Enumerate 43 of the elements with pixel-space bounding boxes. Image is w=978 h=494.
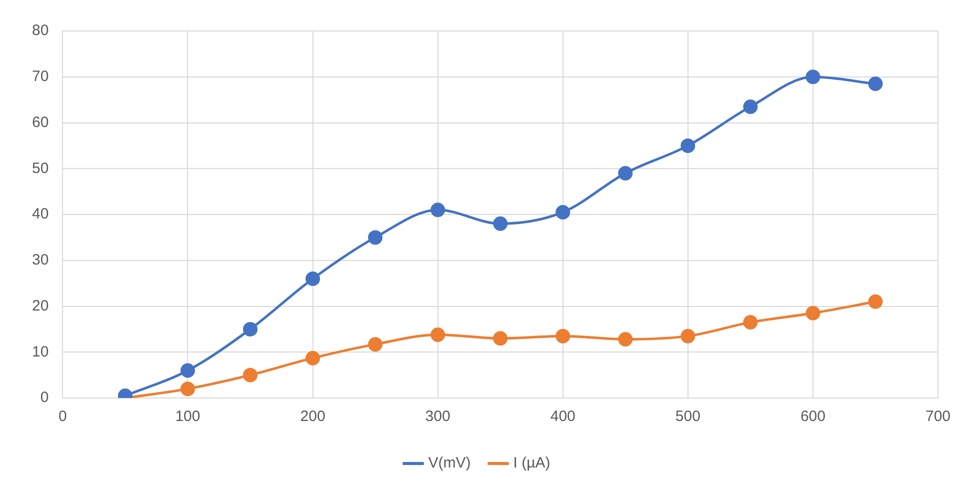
point [430,202,446,218]
point [306,271,320,286]
x-tick-label: 0 [58,408,67,426]
point [306,350,320,366]
y-tick-label: 0 [40,389,49,406]
point [618,332,633,347]
y-tick-label: 50 [32,160,49,177]
point [243,322,258,336]
x-tick-label: 200 [300,408,326,426]
point [556,204,570,220]
point [868,76,883,92]
point [493,331,508,346]
point [430,327,446,342]
x-tick-label: 700 [925,408,951,426]
point [743,315,758,330]
point [868,294,883,309]
point [243,368,258,382]
x-tick-label: 500 [675,408,700,426]
point [680,138,696,153]
y-tick-label: 40 [32,206,49,223]
y-tick-label: 80 [32,22,49,40]
y-tick-label: 60 [32,114,49,131]
legend-label: I (µA) [513,454,550,472]
point [180,363,195,378]
y-tick-label: 30 [32,252,49,269]
point [743,99,758,114]
legend-label: V(mV) [428,454,471,472]
point [680,328,696,344]
point [493,216,508,231]
point [368,230,383,245]
point [556,328,570,344]
point [806,70,820,84]
x-tick-label: 400 [550,408,576,426]
point [180,382,195,396]
x-tick-label: 100 [175,408,200,426]
y-tick-label: 20 [32,297,49,314]
x-tick-label: 300 [425,408,450,426]
y-tick-label: 10 [32,343,49,360]
y-tick-label: 70 [32,68,49,86]
point [368,337,383,352]
point [806,306,820,320]
x-tick-label: 600 [800,408,826,426]
point [618,166,633,180]
